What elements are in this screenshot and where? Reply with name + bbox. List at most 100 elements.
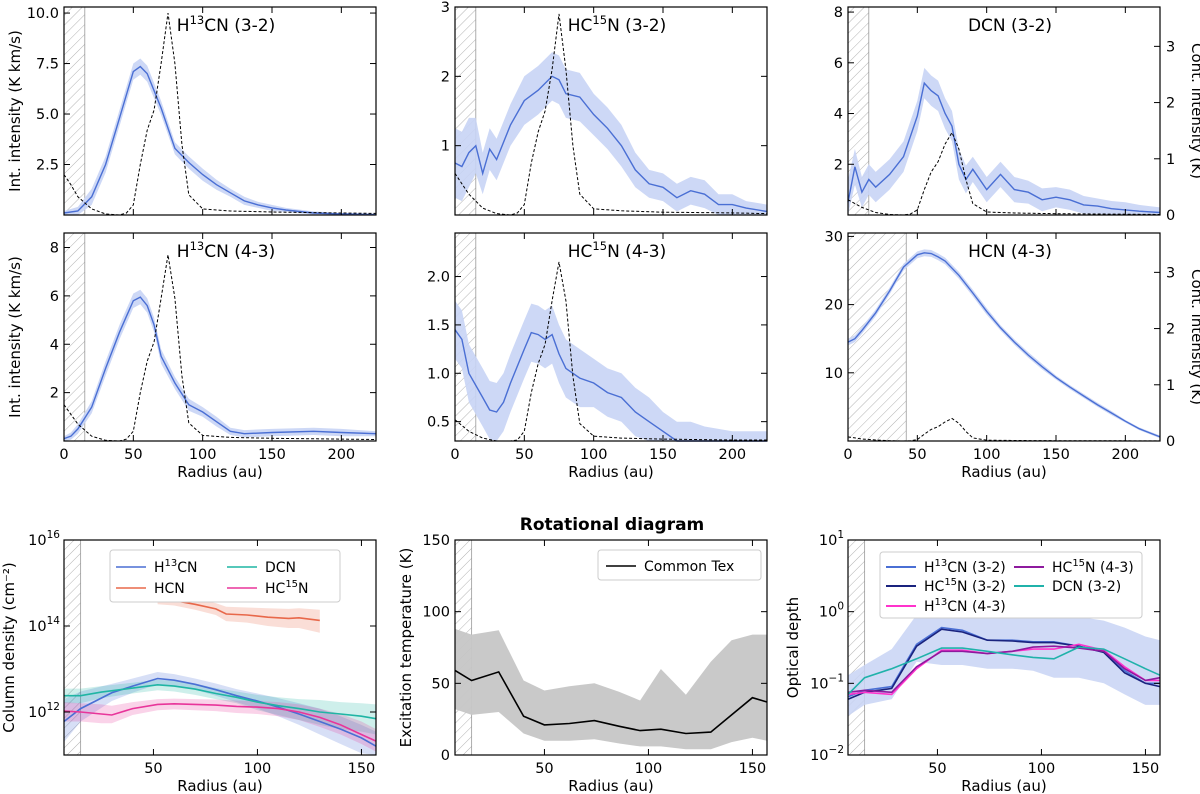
tex-band: [455, 628, 767, 750]
optical-depth-band: [848, 608, 1160, 716]
legend-frame: [597, 549, 762, 581]
legend-label-sup: 15: [1072, 558, 1085, 569]
x-tick-label: 50: [124, 447, 142, 463]
y-tick-base: 10: [28, 705, 46, 721]
x-tick-label: 0: [450, 447, 459, 463]
legend-label-rest: N (3-2): [957, 579, 1006, 595]
plot-frame: [454, 539, 768, 756]
x-axis-label: Radius (au): [961, 777, 1046, 794]
legend-label-main: DCN (3-2): [1052, 579, 1121, 595]
panel-title-sup: 15: [592, 239, 607, 253]
x-tick-label: 200: [1111, 447, 1139, 463]
y-tick-label: 4: [834, 107, 843, 123]
y-tick-label: 30: [825, 229, 843, 245]
y-tick-label: 10−2: [810, 744, 844, 764]
right-y-tick-label: 3: [1166, 39, 1175, 55]
y-tick-label: 10.0: [27, 6, 59, 22]
panel-title: HC15N (3-2): [568, 13, 666, 36]
plot-frame: [63, 232, 377, 442]
y-tick-base: 10: [819, 533, 837, 549]
intensity-line: [454, 75, 768, 213]
hatched-region: [63, 6, 86, 216]
panel-title: HC15N (4-3): [568, 239, 666, 262]
continuum-line: [63, 13, 377, 216]
uncertainty-band: [64, 289, 376, 441]
panel-excitation-temperature: 50 100 150 0 50 100 150 Excitation temperature …: [397, 533, 768, 794]
y-tick-base: 10: [28, 533, 46, 549]
panel-5: 0 50 100 150 200 10 20 30 Radius (au) 0 1 2 3 Cont. i…: [825, 229, 1200, 481]
y-tick-label: 50: [432, 676, 450, 692]
panel-title-main: H: [177, 16, 190, 36]
legend-label-sup: 13: [935, 558, 948, 569]
legend-label: HC15N (3-2): [924, 577, 1006, 595]
continuum-line: [63, 254, 377, 442]
hatched-region: [847, 539, 866, 756]
panel-1: 1 2 3 HC15N (3-2): [441, 0, 768, 216]
panel-title-sup: 15: [592, 13, 607, 27]
right-axis-label: Cont. intensity (K): [1188, 269, 1200, 405]
legend-label-main: HC: [1052, 560, 1073, 576]
legend: H13CN (3-2)HC15N (3-2)H13CN (4-3)HC15N (…: [879, 551, 1143, 619]
panel-title-main: DCN (3-2): [968, 16, 1052, 36]
uncertainty-band: [64, 58, 376, 215]
legend-label-sup: 15: [944, 577, 957, 588]
x-axis-label: Radius (au): [568, 463, 653, 481]
x-tick-label: 200: [718, 447, 746, 463]
panel-title-rest: CN (3-2): [204, 16, 275, 36]
y-tick-base: 10: [28, 619, 46, 635]
intensity-line: [847, 81, 1161, 214]
y-tick-base: 10: [819, 605, 837, 621]
legend-label-main: HCN: [154, 581, 185, 597]
panel-title-rest: N (4-3): [607, 242, 666, 262]
legend-label-rest: CN (4-3): [947, 599, 1006, 615]
y-tick-exp: −2: [829, 744, 844, 756]
panel-title-main: HCN (4-3): [968, 242, 1052, 262]
panel-title-main: HC: [568, 16, 593, 36]
plot-frame: [847, 232, 1161, 442]
x-axis-label: Radius (au): [177, 777, 262, 794]
x-tick-label: 150: [258, 447, 286, 463]
band-HCN: [157, 594, 320, 633]
y-tick-exp: 16: [47, 529, 61, 541]
y-tick-label: 1: [441, 139, 450, 155]
y-tick-label: 2: [834, 157, 843, 173]
legend-label: H13CN (3-2): [924, 558, 1006, 576]
x-tick-label: 50: [144, 761, 162, 777]
legend-label: HC15N: [265, 579, 309, 597]
right-y-tick-label: 0: [1166, 434, 1175, 450]
legend-label: DCN (3-2): [1052, 579, 1121, 595]
right-y-tick-label: 3: [1166, 265, 1175, 281]
legend-label: HC15N (4-3): [1052, 558, 1134, 576]
y-tick-label: 2.5: [36, 158, 59, 174]
panel-title-rest: CN (4-3): [204, 242, 275, 262]
legend-label-sup: 13: [935, 597, 948, 608]
intensity-line: [63, 65, 377, 216]
legend-label: DCN: [265, 560, 296, 576]
y-axis-label: Column density (cm⁻²): [0, 562, 18, 732]
y-tick-label: 2.0: [427, 270, 450, 286]
y-tick-label: 1.0: [427, 366, 450, 382]
panel-3: 0 50 100 150 200 2 4 6 8 Int. intensity (K km/s) R…: [6, 232, 377, 481]
y-tick-label: 8: [834, 5, 843, 21]
continuum-line: [847, 417, 1161, 442]
y-tick-label: 1016: [28, 529, 60, 549]
panel-title: HCN (4-3): [968, 242, 1052, 262]
y-axis-label: Excitation temperature (K): [397, 548, 415, 748]
y-tick-label: 1014: [28, 615, 60, 635]
y-tick-label: 6: [50, 289, 59, 305]
line-HC15N (4-3): [847, 645, 1161, 694]
legend-label-rest: CN: [177, 560, 197, 576]
legend-label-sup: 15: [285, 579, 298, 590]
uncertainty-band: [455, 300, 767, 441]
panel-title: H13CN (3-2): [177, 13, 275, 36]
y-tick-label: 150: [422, 533, 450, 549]
x-tick-label: 150: [739, 761, 767, 777]
right-y-tick-label: 0: [1166, 208, 1175, 224]
right-y-tick-label: 2: [1166, 96, 1175, 112]
x-tick-label: 100: [244, 761, 272, 777]
x-axis-label: Radius (au): [177, 463, 262, 481]
x-tick-label: 50: [908, 447, 926, 463]
x-tick-label: 150: [649, 447, 677, 463]
continuum-line: [454, 13, 768, 216]
